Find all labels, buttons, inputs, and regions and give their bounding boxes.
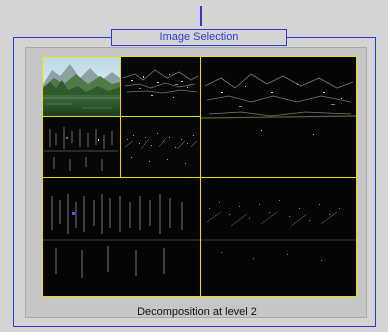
detail-subband-level2-diagonal[interactable] — [121, 117, 200, 177]
group-title: Image Selection — [111, 29, 287, 46]
detail-subband-level1-vertical[interactable] — [42, 178, 200, 297]
grid-line-level2-vertical — [120, 56, 121, 177]
detail-subband-level1-horizontal[interactable] — [201, 56, 357, 177]
grid-border-top — [42, 56, 357, 57]
decomposition-caption: Decomposition at level 2 — [137, 306, 257, 318]
grid-border-left — [42, 56, 43, 297]
detail-subband-level1-diagonal[interactable] — [201, 178, 357, 297]
detail-subband-level2-horizontal[interactable] — [121, 56, 200, 116]
grid-border-bottom — [42, 296, 357, 297]
decomposition-viewport[interactable] — [42, 56, 357, 297]
grid-line-level2-horizontal — [42, 116, 200, 117]
grid-border-right — [356, 56, 357, 297]
connector-line — [200, 6, 202, 26]
decomposition-panel: Decomposition at level 2 — [25, 47, 367, 318]
approximation-subband-image[interactable] — [42, 56, 120, 116]
detail-subband-level2-vertical[interactable] — [42, 117, 120, 177]
grid-line-level1-vertical — [200, 56, 201, 297]
grid-line-level1-horizontal — [42, 177, 357, 178]
